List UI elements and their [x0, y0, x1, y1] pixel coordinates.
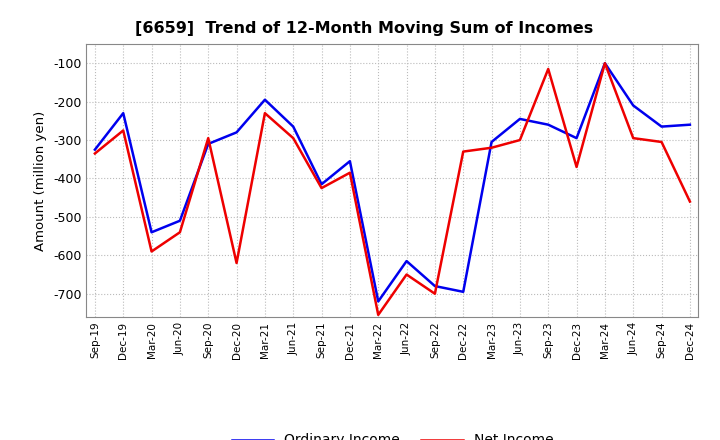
Ordinary Income: [431, 283, 439, 289]
Net Income: [459, 149, 467, 154]
Net Income: [685, 199, 694, 204]
Net Income: [346, 170, 354, 176]
Ordinary Income: [657, 124, 666, 129]
Ordinary Income: [91, 147, 99, 152]
Ordinary Income: [459, 289, 467, 294]
Net Income: [431, 291, 439, 297]
Ordinary Income: [176, 218, 184, 224]
Line: Ordinary Income: Ordinary Income: [95, 63, 690, 301]
Ordinary Income: [516, 116, 524, 121]
Ordinary Income: [289, 124, 297, 129]
Ordinary Income: [600, 61, 609, 66]
Net Income: [289, 136, 297, 141]
Ordinary Income: [487, 139, 496, 145]
Net Income: [487, 145, 496, 150]
Net Income: [148, 249, 156, 254]
Ordinary Income: [148, 230, 156, 235]
Ordinary Income: [346, 158, 354, 164]
Net Income: [176, 230, 184, 235]
Net Income: [119, 128, 127, 133]
Net Income: [544, 66, 552, 72]
Net Income: [374, 312, 382, 318]
Net Income: [572, 164, 581, 169]
Text: [6659]  Trend of 12-Month Moving Sum of Incomes: [6659] Trend of 12-Month Moving Sum of I…: [135, 21, 593, 36]
Net Income: [91, 151, 99, 156]
Net Income: [233, 260, 241, 266]
Net Income: [657, 139, 666, 145]
Ordinary Income: [233, 130, 241, 135]
Net Income: [204, 136, 212, 141]
Ordinary Income: [572, 136, 581, 141]
Ordinary Income: [204, 141, 212, 147]
Y-axis label: Amount (million yen): Amount (million yen): [35, 110, 48, 250]
Line: Net Income: Net Income: [95, 63, 690, 315]
Ordinary Income: [261, 97, 269, 103]
Net Income: [318, 185, 326, 191]
Ordinary Income: [402, 258, 411, 264]
Ordinary Income: [374, 299, 382, 304]
Legend: Ordinary Income, Net Income: Ordinary Income, Net Income: [226, 427, 559, 440]
Net Income: [516, 137, 524, 143]
Net Income: [261, 110, 269, 116]
Ordinary Income: [629, 103, 637, 108]
Net Income: [402, 272, 411, 277]
Ordinary Income: [119, 110, 127, 116]
Ordinary Income: [318, 182, 326, 187]
Ordinary Income: [544, 122, 552, 127]
Net Income: [600, 61, 609, 66]
Ordinary Income: [685, 122, 694, 127]
Net Income: [629, 136, 637, 141]
